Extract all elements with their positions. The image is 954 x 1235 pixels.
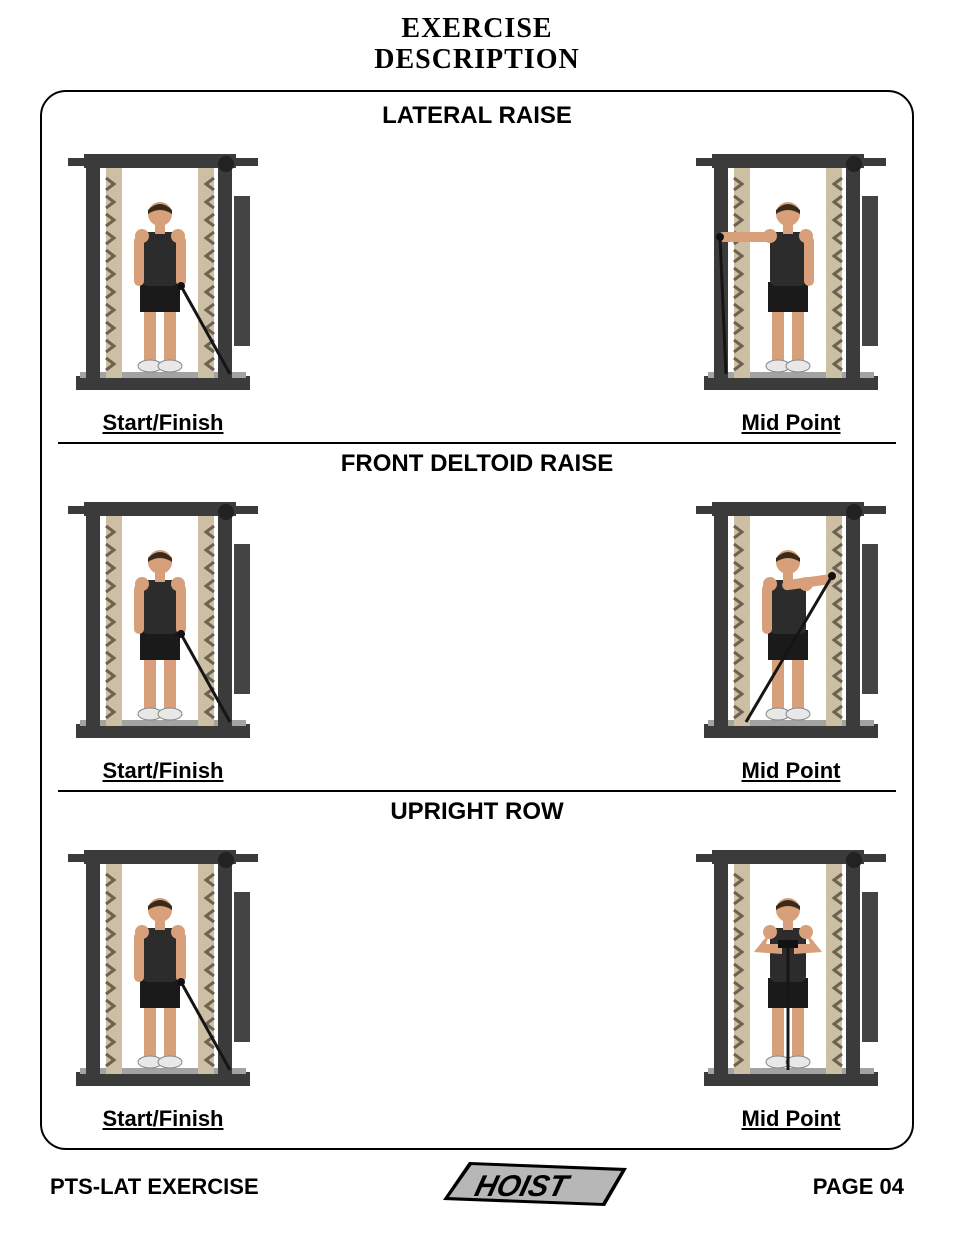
caption-start: Start/Finish — [102, 410, 223, 436]
exercise-image-icon — [686, 484, 896, 752]
document-title: EXERCISE DESCRIPTION — [40, 0, 914, 76]
exercise-title: LATERAL RAISE — [58, 102, 896, 130]
start-figure: Start/Finish — [58, 484, 268, 784]
exercise-image-pair: Start/Finish Mid Point — [58, 136, 896, 436]
exercise-title: UPRIGHT ROW — [58, 798, 896, 826]
caption-start: Start/Finish — [102, 1106, 223, 1132]
exercise-image-pair: Start/Finish Mid Point — [58, 832, 896, 1132]
exercise-image-icon — [686, 832, 896, 1100]
document-title-line2: DESCRIPTION — [374, 44, 579, 75]
exercise-title: FRONT DELTOID RAISE — [58, 450, 896, 478]
footer-left: PTS-LAT EXERCISE — [50, 1174, 259, 1200]
divider — [58, 442, 896, 444]
page-footer: PTS-LAT EXERCISE HOIST PAGE 04 — [0, 1156, 954, 1217]
brand-logo: HOIST — [441, 1156, 631, 1217]
caption-mid: Mid Point — [742, 758, 841, 784]
mid-figure: Mid Point — [686, 136, 896, 436]
footer-right: PAGE 04 — [813, 1174, 904, 1200]
mid-figure: Mid Point — [686, 832, 896, 1132]
exercise-image-pair: Start/Finish Mid Point — [58, 484, 896, 784]
caption-mid: Mid Point — [742, 1106, 841, 1132]
exercise-image-icon — [58, 832, 268, 1100]
document-title-line1: EXERCISE — [401, 13, 552, 44]
exercise-image-icon — [58, 136, 268, 404]
page: EXERCISE DESCRIPTION LATERAL RAISE Start… — [0, 0, 954, 1235]
mid-figure: Mid Point — [686, 484, 896, 784]
svg-text:HOIST: HOIST — [471, 1169, 573, 1202]
start-figure: Start/Finish — [58, 136, 268, 436]
exercise-image-icon — [686, 136, 896, 404]
start-figure: Start/Finish — [58, 832, 268, 1132]
exercise-panel: LATERAL RAISE Start/Finish Mid Point FRO… — [40, 90, 914, 1150]
exercise-block: LATERAL RAISE Start/Finish Mid Point — [58, 102, 896, 436]
caption-start: Start/Finish — [102, 758, 223, 784]
hoist-logo-icon: HOIST — [441, 1156, 631, 1212]
exercise-image-icon — [58, 484, 268, 752]
exercise-block: FRONT DELTOID RAISE Start/Finish Mid Poi… — [58, 450, 896, 784]
divider — [58, 790, 896, 792]
caption-mid: Mid Point — [742, 410, 841, 436]
exercise-block: UPRIGHT ROW Start/Finish Mid Point — [58, 798, 896, 1132]
